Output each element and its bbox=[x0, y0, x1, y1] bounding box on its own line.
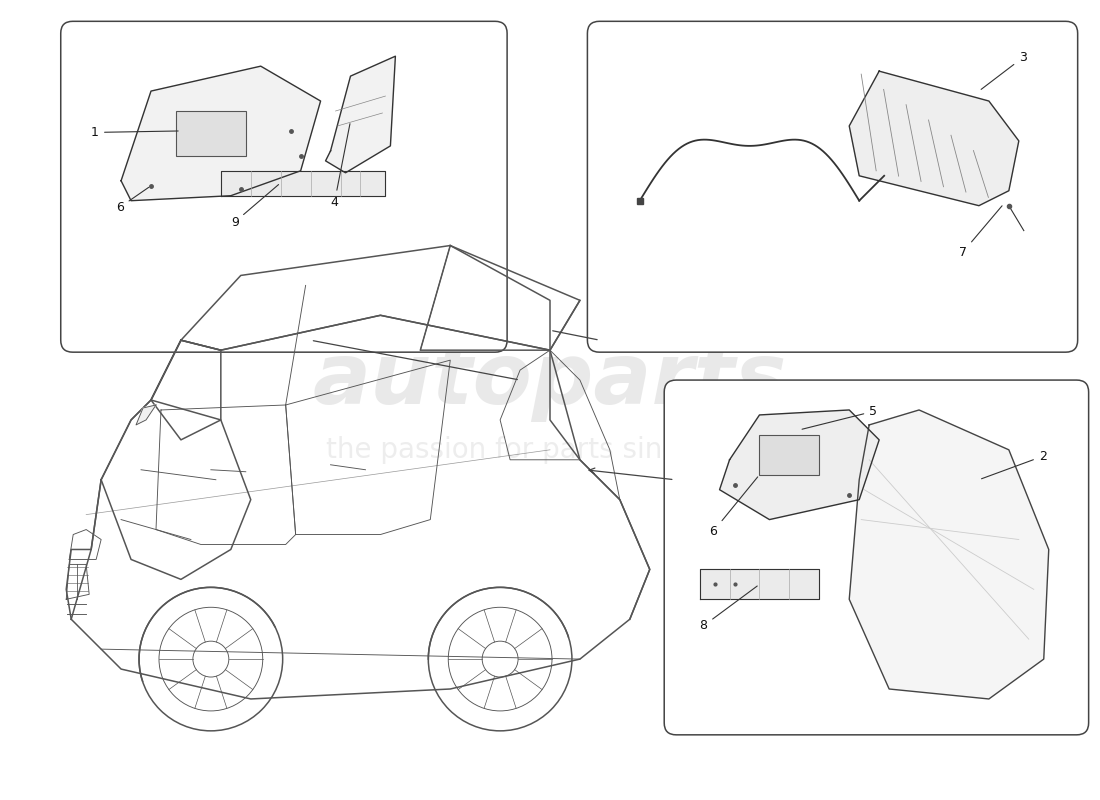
Text: the passion for parts since 1985: the passion for parts since 1985 bbox=[326, 436, 774, 464]
Polygon shape bbox=[719, 410, 879, 519]
Polygon shape bbox=[326, 56, 395, 173]
Circle shape bbox=[428, 587, 572, 731]
FancyBboxPatch shape bbox=[587, 22, 1078, 352]
FancyBboxPatch shape bbox=[176, 111, 245, 156]
Text: autoparts: autoparts bbox=[312, 338, 788, 422]
Text: 1: 1 bbox=[91, 126, 178, 139]
Text: 7: 7 bbox=[959, 206, 1002, 258]
Polygon shape bbox=[849, 71, 1019, 206]
Text: 5: 5 bbox=[802, 405, 877, 430]
Text: 2: 2 bbox=[981, 450, 1046, 478]
Text: 4: 4 bbox=[331, 124, 350, 209]
Polygon shape bbox=[221, 170, 385, 196]
Circle shape bbox=[139, 587, 283, 731]
Polygon shape bbox=[121, 66, 320, 201]
Polygon shape bbox=[136, 405, 156, 425]
Text: 6: 6 bbox=[117, 187, 148, 214]
Polygon shape bbox=[700, 570, 820, 599]
Polygon shape bbox=[849, 410, 1048, 699]
FancyBboxPatch shape bbox=[664, 380, 1089, 735]
Text: 6: 6 bbox=[710, 477, 758, 538]
FancyBboxPatch shape bbox=[759, 435, 820, 474]
Text: 3: 3 bbox=[981, 51, 1026, 90]
Text: 9: 9 bbox=[231, 185, 278, 229]
Text: 8: 8 bbox=[700, 586, 757, 632]
FancyBboxPatch shape bbox=[60, 22, 507, 352]
